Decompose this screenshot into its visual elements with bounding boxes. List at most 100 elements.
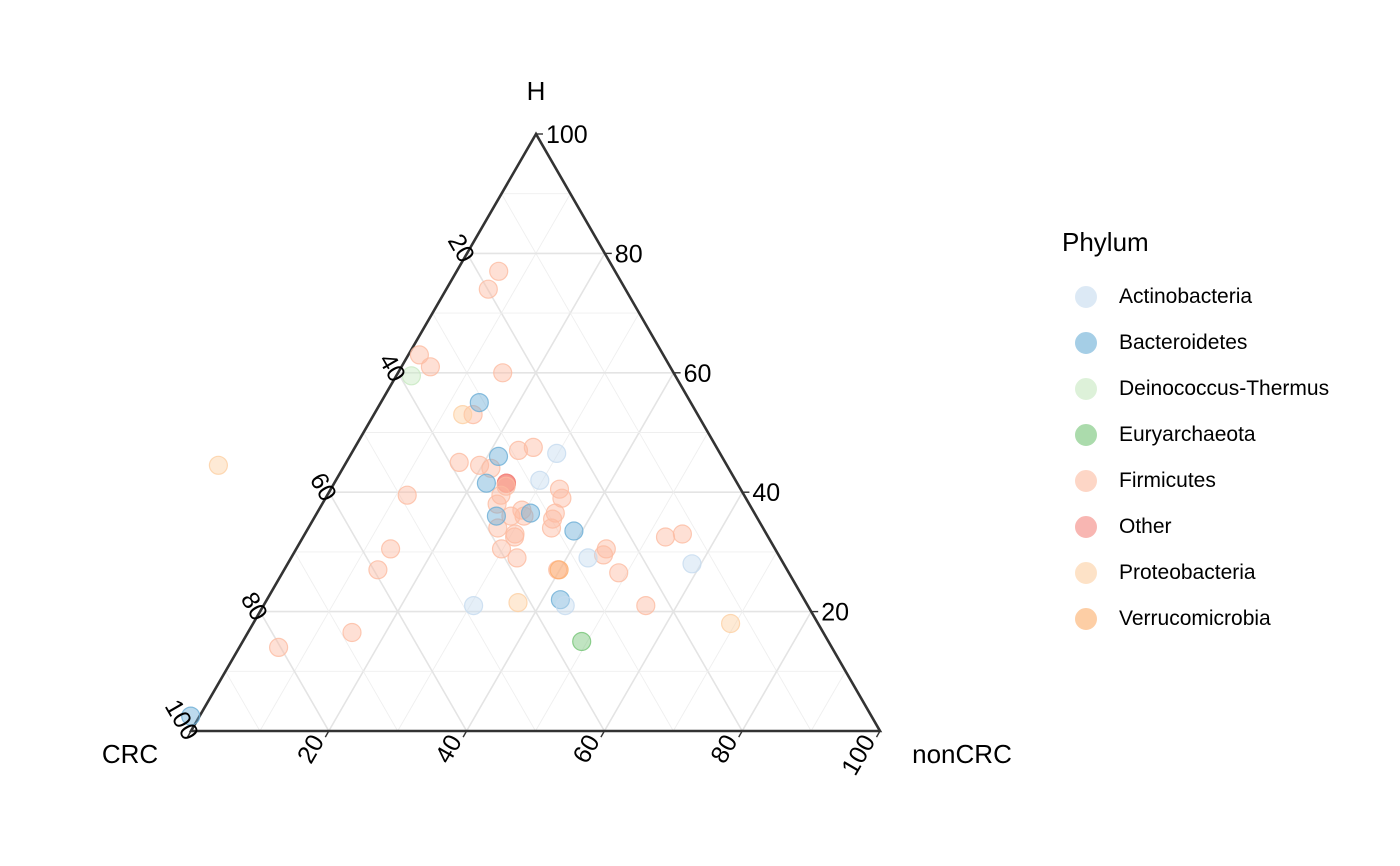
data-point xyxy=(507,548,527,568)
legend-item: Proteobacteria xyxy=(1062,550,1329,596)
data-point xyxy=(463,405,483,425)
legend-key-circle xyxy=(1075,332,1097,354)
data-point xyxy=(420,357,440,377)
legend-label: Deinococcus-Thermus xyxy=(1119,377,1330,400)
top-axis-title: H xyxy=(527,76,546,106)
tick-label-crc: 80 xyxy=(235,588,273,626)
data-point xyxy=(547,443,567,463)
grid-line-noncrc xyxy=(259,193,571,732)
data-point xyxy=(720,613,741,634)
tick-crc xyxy=(186,730,192,738)
tick-label-h: 100 xyxy=(546,121,588,149)
data-point xyxy=(593,545,614,565)
data-point xyxy=(449,452,469,472)
data-point xyxy=(342,622,362,643)
legend-item: Other xyxy=(1062,504,1329,550)
data-point xyxy=(508,440,529,460)
legend-label: Firmicutes xyxy=(1119,469,1216,492)
grid-line-crc xyxy=(259,611,330,732)
grid-line-noncrc xyxy=(810,671,846,732)
grid-line-crc xyxy=(294,551,399,732)
data-point xyxy=(478,279,498,299)
legend-item: Euryarchaeota xyxy=(1062,412,1329,458)
tick-crc xyxy=(462,253,468,260)
data-point xyxy=(469,393,489,413)
data-point xyxy=(572,631,592,652)
data-point xyxy=(489,261,509,281)
legend-label: Proteobacteria xyxy=(1119,561,1256,584)
legend-item: Bacteroidetes xyxy=(1062,320,1329,366)
grid-line-crc xyxy=(363,432,536,732)
legend-label: Euryarchaeota xyxy=(1119,423,1256,446)
legend-key-circle xyxy=(1075,424,1097,446)
data-point xyxy=(504,527,525,547)
data-point xyxy=(481,458,501,478)
data-point xyxy=(523,437,543,457)
grid-line-crc xyxy=(225,671,261,732)
right-axis-title: nonCRC xyxy=(912,739,1012,769)
legend: Phylum Actinobacteria Bacteroidetes Deinoc… xyxy=(1062,226,1329,642)
legend-items: Actinobacteria Bacteroidetes Deinococcus-T… xyxy=(1062,274,1329,642)
data-point xyxy=(470,455,490,475)
data-point xyxy=(409,345,429,365)
grid-line-crc xyxy=(328,491,468,732)
data-point xyxy=(609,563,629,583)
tick-label-noncrc: 20 xyxy=(292,730,330,768)
tick-label-h: 20 xyxy=(821,599,849,627)
tick-label-noncrc: 100 xyxy=(836,730,881,780)
legend-item: Firmicutes xyxy=(1062,458,1329,504)
tick-label-crc: 20 xyxy=(442,229,480,267)
data-point xyxy=(541,518,562,538)
data-point xyxy=(486,506,506,526)
legend-label: Other xyxy=(1119,515,1172,538)
frame-layer xyxy=(188,131,883,733)
legend-label: Verrucomicrobia xyxy=(1119,607,1271,630)
data-point xyxy=(488,446,509,466)
triangle-frame xyxy=(188,131,883,733)
legend-title: Phylum xyxy=(1062,227,1149,257)
grid-line-crc xyxy=(501,193,812,732)
tick-crc xyxy=(393,372,399,380)
data-point xyxy=(508,592,528,613)
data-point xyxy=(493,363,513,383)
tick-noncrc xyxy=(600,730,606,738)
data-point xyxy=(491,539,512,559)
data-point xyxy=(401,366,421,386)
legend-item: Actinobacteria xyxy=(1062,274,1329,320)
data-point xyxy=(464,595,484,616)
left-axis-title: CRC xyxy=(102,739,158,769)
legend-key-circle xyxy=(1075,562,1097,584)
data-point xyxy=(636,595,656,616)
data-point xyxy=(682,554,702,574)
legend-item: Deinococcus-Thermus xyxy=(1062,366,1329,412)
tick-crc xyxy=(255,611,261,619)
grid-layer xyxy=(225,193,846,732)
tick-label-h: 60 xyxy=(684,360,712,388)
legend-key-circle xyxy=(1075,286,1097,308)
data-point xyxy=(397,485,417,505)
tick-label-noncrc: 60 xyxy=(567,730,605,768)
data-point xyxy=(269,637,289,658)
data-point xyxy=(501,506,521,526)
points-layer xyxy=(181,261,741,726)
data-point xyxy=(578,548,598,568)
grid-line-noncrc xyxy=(741,611,812,732)
data-point xyxy=(368,560,388,580)
legend-item: Verrucomicrobia xyxy=(1062,596,1329,642)
legend-label: Bacteroidetes xyxy=(1119,331,1248,354)
legend-key-circle xyxy=(1075,470,1097,492)
data-point xyxy=(520,503,541,523)
tick-label-crc: 60 xyxy=(304,468,342,506)
grid-line-noncrc xyxy=(672,551,778,732)
legend-key-circle xyxy=(1075,608,1097,630)
data-point xyxy=(564,521,584,541)
tick-label-noncrc: 40 xyxy=(430,730,468,768)
tick-noncrc xyxy=(462,730,468,738)
grid-line-noncrc xyxy=(603,491,744,732)
tick-label-h: 80 xyxy=(615,240,643,268)
data-point xyxy=(181,706,201,726)
data-point xyxy=(672,524,693,544)
data-point xyxy=(549,560,569,580)
data-point xyxy=(453,405,473,425)
